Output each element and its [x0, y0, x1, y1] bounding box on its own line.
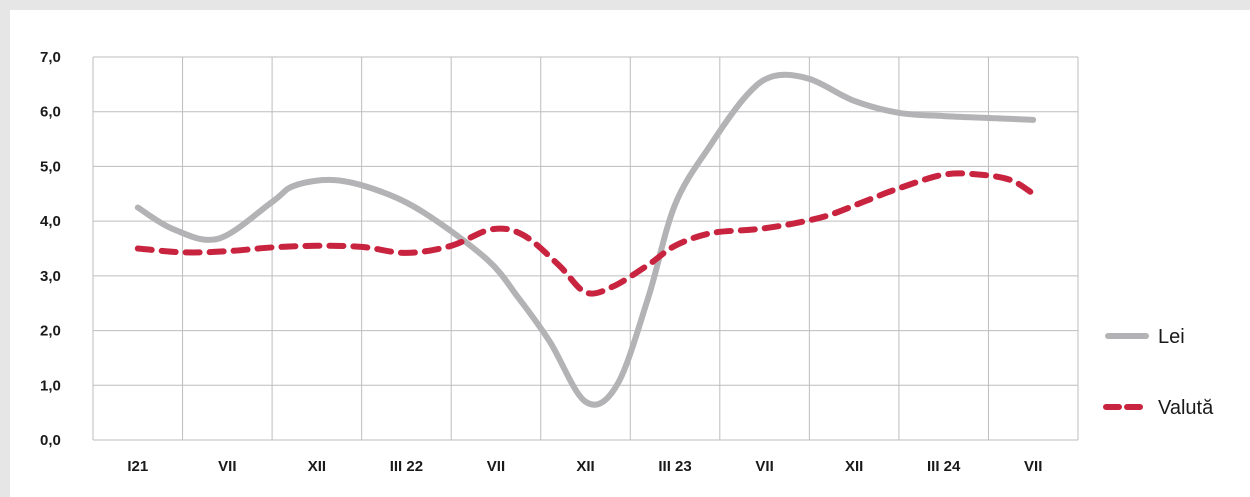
x-tick-label: XII: [308, 458, 326, 475]
x-tick-label: VII: [487, 458, 505, 475]
y-tick-label: 4,0: [40, 213, 61, 230]
y-tick-label: 5,0: [40, 158, 61, 175]
x-tick-label: III 22: [390, 458, 423, 475]
x-axis-tick-labels: I21 VII XII III 22 VII XII III 23 VII XII III 24 V…: [127, 458, 1042, 475]
y-tick-label: 7,0: [40, 49, 61, 66]
x-tick-label: VII: [218, 458, 236, 475]
series-line-lei: [134, 71, 1037, 408]
y-tick-label: 2,0: [40, 323, 61, 340]
x-tick-label: VII: [1024, 458, 1042, 475]
x-tick-label: VII: [755, 458, 773, 475]
series-line-valuta: [134, 170, 1037, 297]
x-tick-label: XII: [576, 458, 594, 475]
y-tick-label: 3,0: [40, 268, 61, 285]
x-tick-label: III 24: [927, 458, 961, 475]
series-lines: [134, 71, 1037, 408]
legend-label-lei: Lei: [1158, 326, 1185, 348]
legend-label-valuta: Valută: [1158, 397, 1214, 419]
y-tick-label: 1,0: [40, 377, 61, 394]
y-tick-label: 6,0: [40, 104, 61, 121]
legend-item-lei: Lei: [1105, 326, 1185, 348]
y-axis-tick-labels: 0,0 1,0 2,0 3,0 4,0 5,0 6,0 7,0: [40, 49, 61, 449]
legend: Lei Valută: [1103, 326, 1214, 419]
y-tick-label: 0,0: [40, 432, 61, 449]
x-tick-label: I21: [127, 458, 148, 475]
x-tick-label: III 23: [658, 458, 691, 475]
x-tick-label: XII: [845, 458, 863, 475]
legend-item-valuta: Valută: [1103, 397, 1214, 419]
